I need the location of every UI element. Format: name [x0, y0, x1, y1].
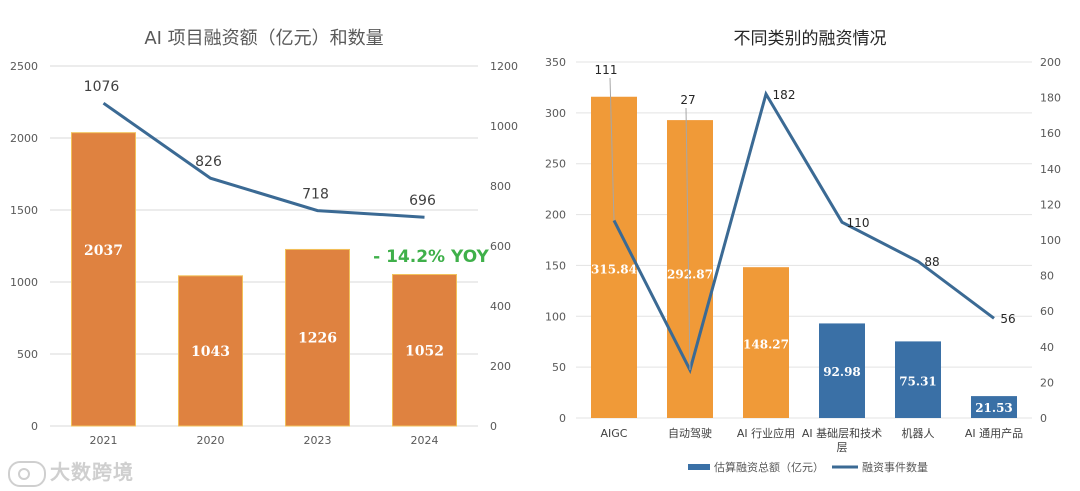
y2-tick-label: 800 — [490, 180, 511, 193]
bar — [743, 267, 789, 418]
x-tick-label: AIGC — [601, 427, 628, 440]
bar-value-label: 75.31 — [899, 374, 937, 388]
x-tick-label: 2021 — [90, 434, 118, 447]
bar — [819, 323, 865, 418]
y-tick-label: 500 — [17, 348, 38, 361]
legend: 估算融资总额（亿元） 融资事件数量 — [688, 460, 928, 474]
x-tick-label: 2023 — [304, 434, 332, 447]
x-tick-label: AI 通用产品 — [965, 426, 1023, 440]
y2-tick-label: 1000 — [490, 120, 518, 133]
watermark-logo-icon — [8, 460, 46, 487]
y2-tick-label: 200 — [490, 360, 511, 373]
bar-value-label: 292.87 — [667, 268, 713, 282]
y-tick-label: 300 — [545, 107, 566, 120]
x-tick-label: AI 行业应用 — [737, 426, 795, 440]
x-tick-label: 2020 — [197, 434, 225, 447]
y2-tick-label: 200 — [1040, 56, 1061, 69]
line-value-label: 110 — [847, 216, 870, 230]
watermark: 大数跨境 — [8, 456, 134, 487]
y2-tick-label: 100 — [1040, 234, 1061, 247]
line-series — [102, 101, 425, 219]
bar-value-label: 21.53 — [975, 401, 1013, 415]
line-value-label: 696 — [409, 193, 436, 209]
bar-value-label: 1226 — [298, 331, 337, 347]
bar — [895, 341, 941, 418]
y2-tick-label: 0 — [490, 420, 497, 433]
bar-value-label: 1043 — [191, 344, 230, 360]
y-tick-label: 150 — [545, 259, 566, 272]
bar — [178, 275, 243, 427]
y2-tick-label: 0 — [1040, 412, 1047, 425]
watermark-text: 大数跨境 — [50, 460, 134, 484]
y2-tick-label: 40 — [1040, 341, 1054, 354]
line-value-label: 718 — [302, 187, 329, 203]
bar-value-label: 1052 — [405, 343, 444, 359]
label-leader-line — [609, 77, 615, 221]
legend-swatch-bar — [688, 464, 710, 470]
x-tick-label: 机器人 — [902, 426, 935, 440]
bar-value-label: 2037 — [84, 243, 123, 259]
bar — [591, 96, 637, 418]
bar-value-label: 92.98 — [823, 365, 861, 379]
y-tick-label: 100 — [545, 310, 566, 323]
y-tick-label: 1500 — [10, 204, 38, 217]
line-value-label: 111 — [595, 63, 618, 77]
bar-value-label: 315.84 — [591, 262, 637, 276]
legend-label: 融资事件数量 — [862, 461, 928, 474]
y2-tick-label: 120 — [1040, 198, 1061, 211]
y-tick-label: 200 — [545, 209, 566, 222]
x-tick-label: 自动驾驶 — [668, 426, 712, 440]
y-tick-label: 50 — [552, 361, 566, 374]
bar — [71, 132, 136, 427]
bar-value-label: 148.27 — [743, 338, 789, 352]
y2-tick-label: 60 — [1040, 305, 1054, 318]
chart-title: 不同类别的融资情况 — [734, 29, 887, 49]
y-tick-label: 0 — [31, 420, 38, 433]
label-leader-line — [685, 107, 691, 370]
y2-tick-label: 180 — [1040, 92, 1061, 105]
y2-tick-label: 20 — [1040, 376, 1054, 389]
x-tick-label: AI 基础层和技术 — [802, 427, 882, 440]
y-tick-label: 0 — [559, 412, 566, 425]
y-tick-label: 2500 — [10, 60, 38, 73]
chart-title: AI 项目融资额（亿元）和数量 — [144, 28, 383, 49]
line-value-label: 27 — [680, 93, 695, 107]
y2-tick-label: 80 — [1040, 270, 1054, 283]
bar — [392, 274, 457, 427]
x-tick-label: 层 — [837, 441, 848, 454]
legend-label: 估算融资总额（亿元） — [714, 460, 824, 474]
line-value-label: 182 — [773, 88, 796, 102]
y2-tick-label: 400 — [490, 300, 511, 313]
line-value-label: 1076 — [84, 79, 120, 95]
funding-by-category-chart: 不同类别的融资情况 0 50 100 150 200 250 300 350 0 20 40 60 80 1… — [545, 29, 1061, 474]
y2-tick-label: 160 — [1040, 127, 1061, 140]
line-series — [612, 90, 995, 375]
line-value-label: 56 — [1000, 312, 1015, 326]
line-value-label: 826 — [195, 154, 222, 170]
line-value-label: 88 — [924, 255, 939, 269]
y2-tick-label: 600 — [490, 240, 511, 253]
y-tick-label: 350 — [545, 56, 566, 69]
y2-tick-label: 1200 — [490, 60, 518, 73]
y-tick-label: 2000 — [10, 132, 38, 145]
yoy-annotation: - 14.2% YOY — [373, 247, 489, 267]
bar — [971, 396, 1017, 418]
funding-by-year-chart: AI 项目融资额（亿元）和数量 0 500 1000 1500 2000 2500 0 200 4… — [10, 28, 518, 447]
y-tick-label: 1000 — [10, 276, 38, 289]
x-tick-label: 2024 — [411, 434, 439, 447]
y-tick-label: 250 — [545, 158, 566, 171]
y2-tick-label: 140 — [1040, 163, 1061, 176]
bar — [285, 248, 350, 427]
